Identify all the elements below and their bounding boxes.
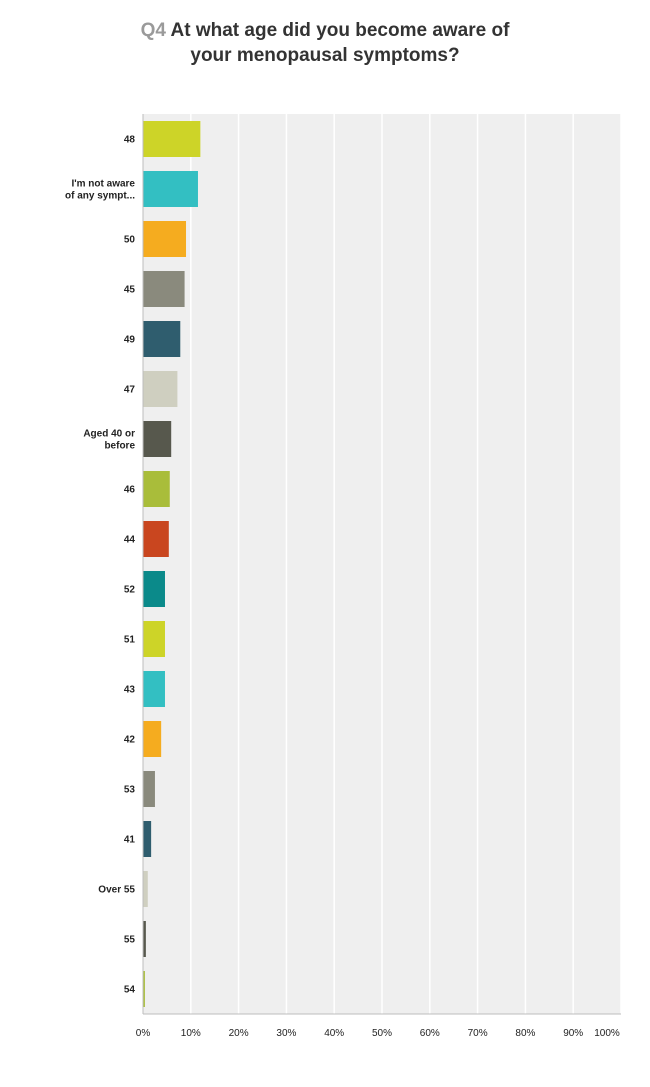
x-tick-label: 100%: [594, 1028, 620, 1039]
x-tick-label: 60%: [420, 1028, 440, 1039]
category-label: 45: [124, 285, 136, 296]
bar: [143, 571, 165, 607]
category-label: 51: [124, 635, 136, 646]
category-label: 52: [124, 585, 136, 596]
category-label: 49: [124, 335, 136, 346]
category-label: 47: [124, 385, 136, 396]
bar: [143, 171, 198, 207]
category-label: 44: [124, 535, 136, 546]
category-label: 42: [124, 735, 136, 746]
x-tick-label: 80%: [515, 1028, 535, 1039]
x-tick-label: 30%: [276, 1028, 296, 1039]
x-tick-label: 0%: [136, 1028, 151, 1039]
bar: [143, 621, 165, 657]
category-label: 53: [124, 785, 136, 796]
bars: [143, 121, 201, 1007]
bar: [143, 971, 145, 1007]
x-tick-label: 90%: [563, 1028, 583, 1039]
category-label: before: [104, 441, 135, 452]
bar: [143, 721, 162, 757]
x-tick-label: 20%: [229, 1028, 249, 1039]
title-line-2: your menopausal symptoms?: [190, 45, 460, 66]
x-tick-label: 40%: [324, 1028, 344, 1039]
chart-title: Q4 At what age did you become aware of y…: [0, 18, 650, 68]
category-label: I'm not aware: [71, 179, 135, 190]
question-number: Q4: [140, 20, 166, 41]
bar: [143, 321, 181, 357]
bar: [143, 921, 146, 957]
category-label: 43: [124, 685, 136, 696]
bar: [143, 521, 169, 557]
title-line-1: At what age did you become aware of: [170, 20, 510, 41]
category-label: Over 55: [98, 885, 135, 896]
x-tick-label: 70%: [468, 1028, 488, 1039]
bar: [143, 371, 178, 407]
bar: [143, 771, 155, 807]
bar: [143, 671, 165, 707]
bar: [143, 821, 152, 857]
x-tick-label: 10%: [181, 1028, 201, 1039]
category-label: 48: [124, 135, 136, 146]
category-label: Aged 40 or: [83, 429, 135, 440]
x-tick-labels: 0% 10% 20% 30% 40% 50% 60% 70% 80% 90% 100%: [136, 1028, 620, 1039]
category-label: 54: [124, 985, 136, 996]
bar: [143, 221, 187, 257]
category-label: 46: [124, 485, 136, 496]
x-tick-label: 50%: [372, 1028, 392, 1039]
category-label: 50: [124, 235, 136, 246]
bar: [143, 471, 170, 507]
gridlines: [190, 114, 622, 1014]
category-label: 41: [124, 835, 136, 846]
category-label: of any sympt...: [65, 191, 135, 202]
category-label: 55: [124, 935, 136, 946]
bar: [143, 421, 172, 457]
bar: [143, 121, 201, 157]
bar: [143, 871, 148, 907]
bar: [143, 271, 185, 307]
